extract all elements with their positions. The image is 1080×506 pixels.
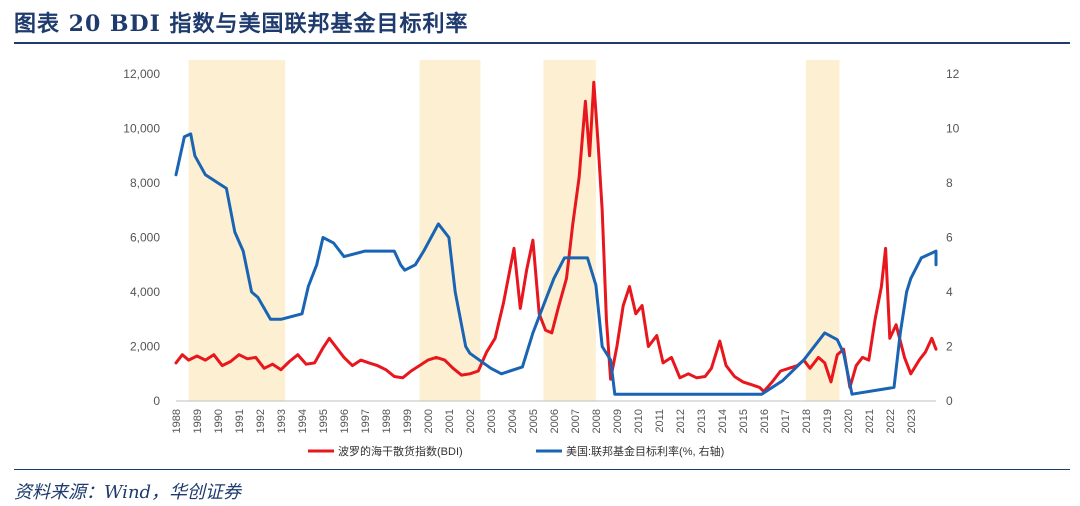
right-y-tick-label: 8: [946, 176, 953, 190]
shaded-period: [543, 60, 596, 401]
legend-label: 美国:联邦基金目标利率(%, 右轴): [566, 444, 724, 458]
x-tick-label: 1998: [381, 409, 393, 433]
left-y-tick-label: 12,000: [123, 67, 160, 81]
x-tick-label: 2000: [423, 409, 435, 433]
right-y-tick-label: 10: [946, 122, 960, 136]
x-tick-label: 2012: [675, 409, 687, 433]
left-y-tick-label: 8,000: [130, 176, 160, 190]
x-tick-label: 1988: [171, 409, 183, 433]
left-y-tick-label: 10,000: [123, 122, 160, 136]
x-tick-label: 2014: [717, 409, 729, 433]
x-tick-label: 1993: [276, 409, 288, 433]
x-tick-label: 2003: [486, 409, 498, 433]
x-tick-label: 2007: [570, 409, 582, 433]
x-tick-label: 2006: [549, 409, 561, 433]
x-tick-label: 1995: [318, 409, 330, 433]
source-note: 资料来源：Wind，华创证券: [14, 482, 242, 503]
x-tick-label: 2009: [612, 409, 624, 433]
x-tick-label: 1989: [192, 409, 204, 433]
x-tick-label: 2011: [654, 409, 666, 433]
right-y-tick-label: 0: [946, 394, 953, 408]
fed-rate-line: [174, 132, 938, 396]
series-lines: [174, 80, 938, 396]
x-tick-label: 2002: [465, 409, 477, 433]
right-y-tick-label: 4: [946, 285, 953, 299]
x-axis-ticks: 1988 1989 1990 1991 1992 1993 1994 1995 1996 1997…: [171, 409, 918, 433]
x-tick-label: 2010: [633, 409, 645, 433]
bdi-fed-chart: 1988 1989 1990 1991 1992 1993 1994 1995 1996 1997…: [123, 60, 960, 458]
legend-label: 波罗的海干散货指数(BDI): [338, 444, 463, 458]
x-tick-label: 2019: [822, 409, 834, 433]
left-y-tick-label: 2,000: [130, 340, 160, 354]
right-y-tick-label: 6: [946, 231, 953, 245]
shaded-period: [419, 60, 481, 401]
x-tick-label: 2015: [738, 409, 750, 433]
x-tick-label: 2016: [759, 409, 771, 433]
x-tick-label: 2013: [696, 409, 708, 433]
figure-title: 图表 20 BDI 指数与美国联邦基金目标利率: [14, 11, 469, 37]
x-tick-label: 1990: [213, 409, 225, 433]
x-tick-label: 2018: [801, 409, 813, 433]
left-y-axis-ticks: 0 2,000 4,000 6,000 8,000 10,000 12,000: [123, 67, 160, 408]
x-tick-label: 2017: [780, 409, 792, 433]
x-tick-label: 2023: [906, 409, 918, 433]
shaded-period: [188, 60, 286, 401]
right-y-tick-label: 2: [946, 340, 953, 354]
shaded-periods: [188, 60, 840, 401]
right-y-axis-ticks: 0 2 4 6 8 10 12: [946, 67, 960, 408]
left-y-tick-label: 4,000: [130, 285, 160, 299]
x-tick-label: 1996: [339, 409, 351, 433]
source-divider: [14, 469, 1070, 470]
left-y-tick-label: 0: [153, 394, 160, 408]
x-tick-label: 1999: [402, 409, 414, 433]
x-tick-label: 1994: [297, 409, 309, 433]
left-y-tick-label: 6,000: [130, 231, 160, 245]
x-tick-label: 2008: [591, 409, 603, 433]
x-tick-label: 2001: [444, 409, 456, 433]
shaded-period: [805, 60, 840, 401]
x-tick-label: 2020: [843, 409, 855, 433]
x-tick-label: 2005: [528, 409, 540, 433]
bdi-line: [174, 80, 938, 393]
title-divider: [14, 42, 1070, 44]
x-tick-label: 2022: [885, 409, 897, 433]
x-tick-label: 2004: [507, 409, 519, 433]
right-y-tick-label: 12: [946, 67, 960, 81]
x-tick-label: 2021: [864, 409, 876, 433]
x-tick-label: 1997: [360, 409, 372, 433]
x-tick-label: 1991: [234, 409, 246, 433]
x-tick-label: 1992: [255, 409, 267, 433]
legend: 波罗的海干散货指数(BDI) 美国:联邦基金目标利率(%, 右轴): [308, 444, 724, 458]
